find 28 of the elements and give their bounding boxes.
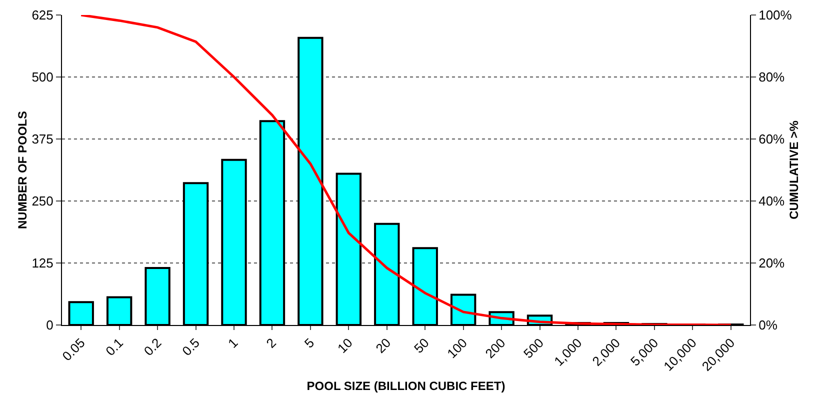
- x-tick-label: 50: [410, 335, 432, 356]
- y2-tick-label: 20%: [758, 256, 786, 271]
- y2-tick-label: 0%: [758, 318, 778, 333]
- x-tick-label: 0.05: [59, 335, 88, 364]
- y-tick-label: 375: [32, 132, 54, 147]
- y-tick-label: 125: [32, 256, 54, 271]
- x-tick-label: 0.5: [179, 335, 202, 359]
- y2-tick-label: 100%: [758, 8, 792, 23]
- x-tick-label: 500: [520, 335, 546, 362]
- y-tick-label: 0: [46, 318, 54, 333]
- x-tick-label: 100: [444, 335, 470, 362]
- x-tick-label: 1: [224, 335, 241, 351]
- y2-tick-label: 60%: [758, 132, 786, 147]
- x-tick-label: 0.2: [140, 335, 164, 359]
- x-tick-label: 20: [372, 335, 394, 356]
- x-axis-title: POOL SIZE (BILLION CUBIC FEET): [306, 378, 506, 393]
- y2-tick-label: 80%: [758, 70, 786, 85]
- y2-axis-title: CUMULATIVE >%: [787, 120, 802, 220]
- y-tick-label: 500: [32, 70, 54, 85]
- x-tick-label: 0.1: [102, 335, 126, 359]
- x-tick-label: 5: [301, 335, 318, 351]
- y2-tick-label: 40%: [758, 194, 786, 209]
- y-tick-label: 250: [32, 194, 54, 209]
- x-tick-label: 10: [334, 335, 356, 356]
- x-tick-label: 200: [482, 335, 508, 362]
- y-axis-title: NUMBER OF POOLS: [16, 110, 30, 230]
- x-tick-label: 2: [263, 335, 279, 351]
- y-tick-label: 625: [32, 8, 54, 23]
